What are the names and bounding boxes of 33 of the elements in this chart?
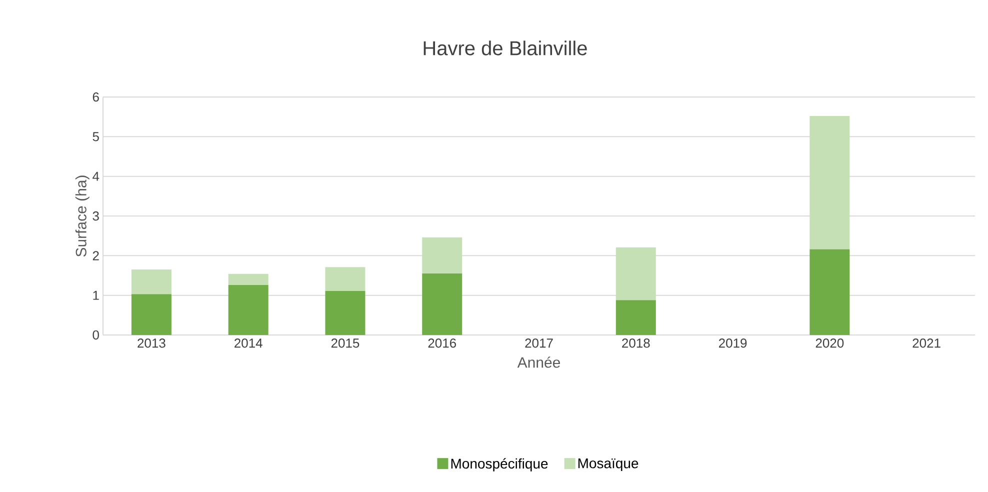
chart-title: Havre de Blainville (424, 40, 587, 56)
bar (422, 274, 462, 335)
legend-label: Mosaïque (578, 458, 638, 472)
x-tick-label: 2019 (718, 338, 747, 348)
bar (810, 116, 850, 250)
x-tick-label: 2021 (912, 338, 940, 348)
x-tick-label: 2017 (525, 338, 553, 348)
y-tick-label: 2 (92, 251, 99, 260)
bar (325, 267, 366, 291)
bar (131, 294, 172, 335)
bar (131, 270, 172, 294)
y-tick-label: 3 (92, 211, 99, 221)
x-tick-label: 2020 (816, 338, 844, 348)
y-tick-label: 0 (92, 330, 99, 340)
x-tick-label: 2013 (138, 338, 166, 348)
bar (616, 300, 656, 335)
y-tick-label: 5 (92, 132, 99, 142)
x-tick-label: 2018 (622, 338, 650, 348)
bar (422, 237, 462, 274)
y-tick-label: 6 (92, 92, 99, 102)
bar (810, 249, 850, 335)
x-tick-label: 2014 (234, 338, 262, 348)
y-axis-title: Surface (ha) (75, 176, 90, 257)
y-tick-label: 4 (92, 172, 100, 181)
x-tick-label: 2016 (428, 338, 456, 348)
x-tick-label: 2015 (331, 338, 360, 348)
y-tick-label: 1 (93, 290, 99, 300)
bar (228, 274, 268, 286)
bar (228, 285, 268, 335)
bar (325, 290, 366, 335)
legend-label: Monospécifique (451, 458, 548, 472)
bar (616, 247, 656, 300)
x-axis-title: Année (517, 356, 560, 368)
